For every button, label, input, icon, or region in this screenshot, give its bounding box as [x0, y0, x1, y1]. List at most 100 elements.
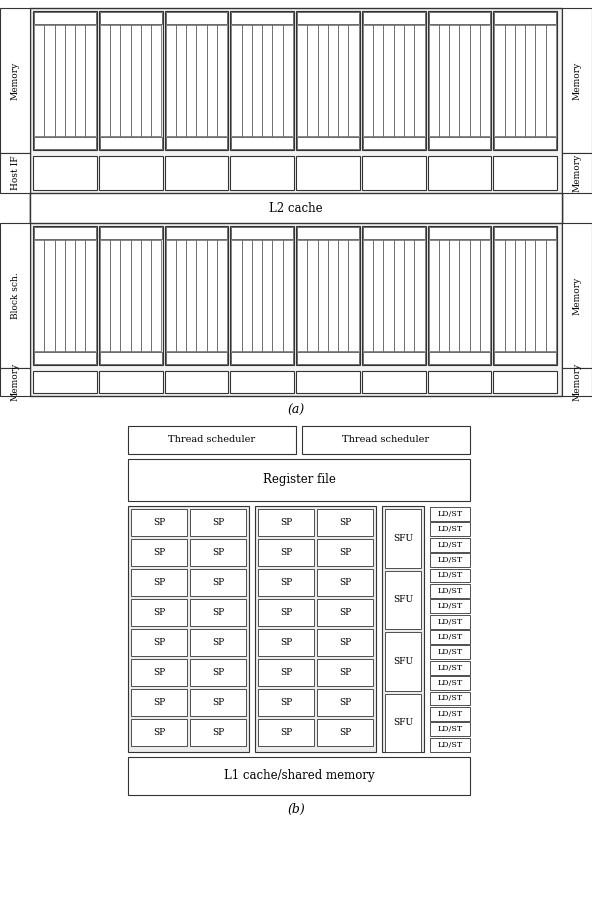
Bar [430, 569, 470, 582]
Bar [504, 240, 515, 351]
Bar [141, 240, 151, 351]
Text: SP: SP [153, 518, 165, 527]
Bar [217, 25, 227, 136]
Bar [258, 539, 314, 566]
Text: LD/ST: LD/ST [437, 633, 462, 641]
Text: SP: SP [339, 518, 351, 527]
Bar [85, 25, 96, 136]
Text: SP: SP [280, 698, 292, 707]
Bar [34, 25, 44, 136]
Bar [504, 25, 515, 136]
Bar [34, 240, 44, 351]
Bar [296, 371, 360, 393]
Bar [128, 426, 296, 454]
Text: SP: SP [153, 728, 165, 737]
Bar [65, 25, 75, 136]
Text: SFU: SFU [393, 595, 413, 604]
Bar [430, 538, 470, 551]
Bar [349, 25, 359, 136]
Bar [258, 659, 314, 686]
Bar [75, 240, 85, 351]
Bar [283, 25, 293, 136]
Bar [307, 240, 317, 351]
Bar [252, 240, 262, 351]
Bar [297, 25, 307, 136]
Bar [242, 25, 252, 136]
Bar [384, 240, 394, 351]
Text: SP: SP [153, 578, 165, 587]
Bar [255, 506, 376, 752]
Bar [186, 25, 197, 136]
Bar [252, 25, 262, 136]
Bar [33, 226, 96, 365]
Bar [131, 629, 187, 656]
Bar [296, 11, 360, 150]
Text: SFU: SFU [393, 718, 413, 727]
Bar [297, 137, 359, 149]
Bar [166, 240, 176, 351]
Bar [430, 737, 470, 752]
Bar [317, 719, 373, 746]
Bar [262, 25, 272, 136]
Bar [110, 240, 120, 351]
Bar [166, 227, 227, 239]
Bar [296, 156, 360, 190]
Bar [535, 240, 546, 351]
Text: SP: SP [212, 518, 224, 527]
Bar [404, 240, 414, 351]
Bar [197, 25, 207, 136]
Bar [0, 8, 30, 153]
Bar [562, 223, 592, 368]
Bar [30, 193, 562, 223]
Bar [494, 137, 556, 149]
Text: LD/ST: LD/ST [437, 525, 462, 533]
Bar [231, 227, 293, 239]
Bar [65, 240, 75, 351]
Bar [430, 722, 470, 736]
Bar [430, 522, 470, 536]
Bar [429, 352, 490, 364]
Bar [363, 12, 424, 24]
Bar [349, 240, 359, 351]
Bar [85, 240, 96, 351]
Bar [230, 226, 294, 365]
Bar [317, 539, 373, 566]
Bar [317, 509, 373, 536]
Text: Memory: Memory [572, 277, 581, 315]
Bar [165, 371, 229, 393]
Text: SP: SP [212, 578, 224, 587]
Bar [430, 600, 470, 613]
Text: SP: SP [339, 578, 351, 587]
Bar [75, 25, 85, 136]
Bar [430, 707, 470, 721]
Bar [429, 25, 439, 136]
Bar [469, 25, 480, 136]
Bar [296, 226, 360, 365]
Bar [430, 630, 470, 644]
Bar [197, 240, 207, 351]
Bar [430, 691, 470, 706]
Bar [385, 571, 421, 629]
Bar [131, 719, 187, 746]
Text: SP: SP [153, 698, 165, 707]
Text: SP: SP [280, 578, 292, 587]
Text: SP: SP [280, 728, 292, 737]
Bar [131, 240, 141, 351]
Bar [258, 509, 314, 536]
Bar [385, 509, 421, 568]
Bar [385, 632, 421, 690]
Bar [99, 11, 162, 150]
Bar [33, 11, 96, 150]
Bar [515, 240, 525, 351]
Bar [546, 25, 556, 136]
Bar [328, 240, 338, 351]
Bar [459, 25, 469, 136]
Bar [525, 240, 535, 351]
Bar [0, 368, 30, 396]
Bar [317, 25, 328, 136]
Text: L1 cache/shared memory: L1 cache/shared memory [224, 769, 374, 783]
Bar [362, 371, 426, 393]
Bar [165, 156, 229, 190]
Bar [430, 584, 470, 598]
Bar [207, 25, 217, 136]
